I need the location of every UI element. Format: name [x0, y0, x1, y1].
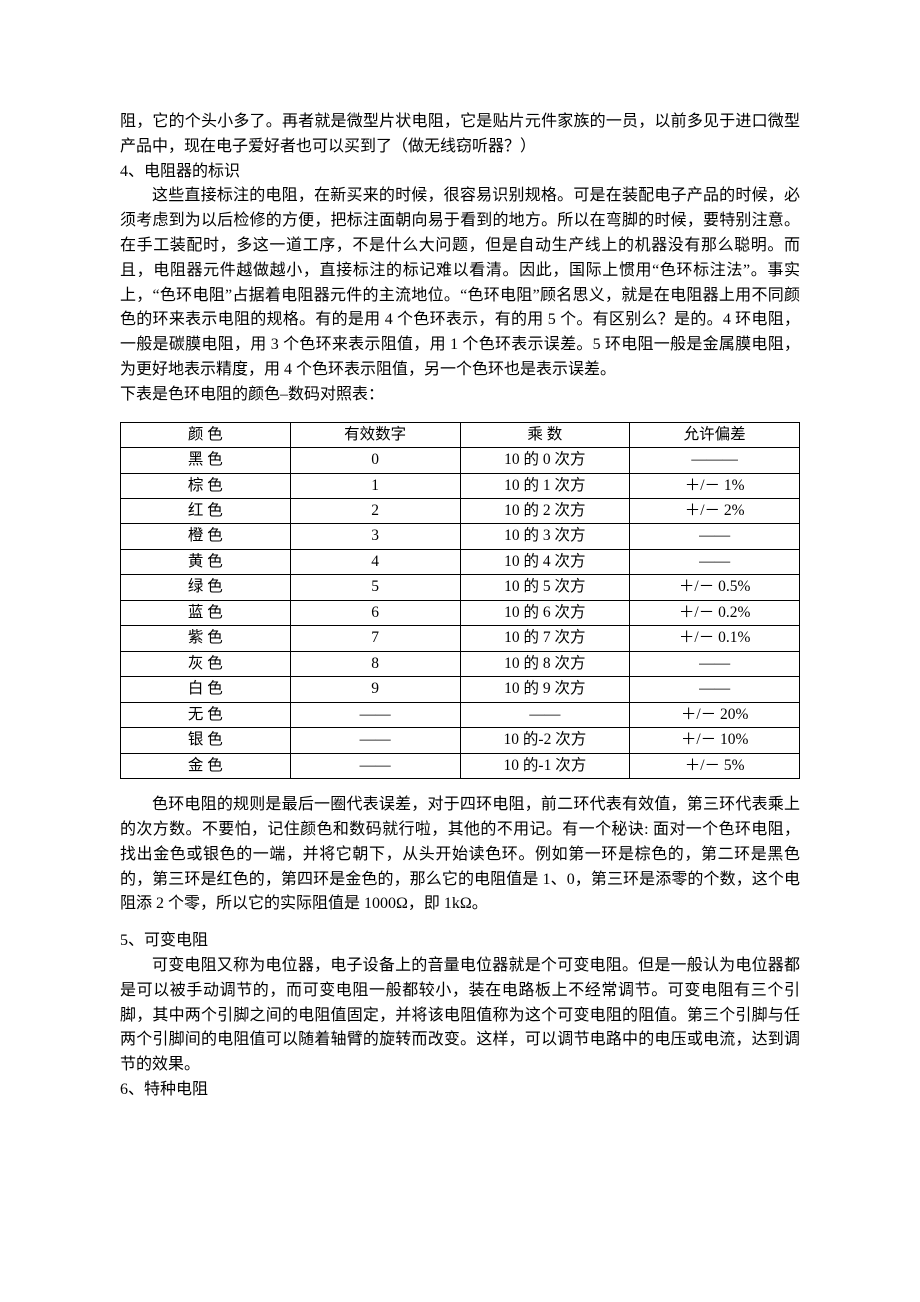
- cell: 灰 色: [121, 651, 291, 676]
- cell: 10 的 6 次方: [460, 600, 630, 625]
- cell: 10 的 0 次方: [460, 448, 630, 473]
- table-row: 红 色210 的 2 次方＋/－ 2%: [121, 498, 800, 523]
- cell: ＋/－ 0.5%: [630, 575, 800, 600]
- table-caption: 下表是色环电阻的颜色–数码对照表：: [120, 383, 800, 408]
- cell: ＋/－ 10%: [630, 728, 800, 753]
- cell: 10 的 9 次方: [460, 677, 630, 702]
- cell: ———: [630, 448, 800, 473]
- table-row: 橙 色310 的 3 次方——: [121, 524, 800, 549]
- table-row: 绿 色510 的 5 次方＋/－ 0.5%: [121, 575, 800, 600]
- cell: 10 的 4 次方: [460, 549, 630, 574]
- cell: 10 的 1 次方: [460, 473, 630, 498]
- cell: 0: [290, 448, 460, 473]
- cell: 10 的-1 次方: [460, 753, 630, 778]
- cell: 银 色: [121, 728, 291, 753]
- cell: 8: [290, 651, 460, 676]
- cell: ——: [630, 549, 800, 574]
- cell: 9: [290, 677, 460, 702]
- cell: 10 的 7 次方: [460, 626, 630, 651]
- cell: ——: [290, 753, 460, 778]
- cell: 紫 色: [121, 626, 291, 651]
- cell: ——: [290, 702, 460, 727]
- cell: 10 的-2 次方: [460, 728, 630, 753]
- cell: ——: [460, 702, 630, 727]
- cell: ——: [290, 728, 460, 753]
- table-row: 白 色910 的 9 次方——: [121, 677, 800, 702]
- section-5-body: 可变电阻又称为电位器，电子设备上的音量电位器就是个可变电阻。但是一般认为电位器都…: [120, 954, 800, 1078]
- cell: 绿 色: [121, 575, 291, 600]
- cell: 金 色: [121, 753, 291, 778]
- cell: ——: [630, 651, 800, 676]
- cell: 10 的 2 次方: [460, 498, 630, 523]
- table-row: 紫 色710 的 7 次方＋/－ 0.1%: [121, 626, 800, 651]
- cell: 黑 色: [121, 448, 291, 473]
- section-5-heading: 5、可变电阻: [120, 929, 800, 954]
- cell: 3: [290, 524, 460, 549]
- col-digit: 有效数字: [290, 422, 460, 447]
- cell: 4: [290, 549, 460, 574]
- table-row: 无 色————＋/－ 20%: [121, 702, 800, 727]
- cell: 6: [290, 600, 460, 625]
- paragraph-continuation: 阻，它的个头小多了。再者就是微型片状电阻，它是贴片元件家族的一员，以前多见于进口…: [120, 110, 800, 160]
- section-4-body: 这些直接标注的电阻，在新买来的时候，很容易识别规格。可是在装配电子产品的时候，必…: [120, 184, 800, 382]
- cell: 7: [290, 626, 460, 651]
- table-row: 银 色——10 的-2 次方＋/－ 10%: [121, 728, 800, 753]
- cell: ＋/－ 5%: [630, 753, 800, 778]
- cell: 无 色: [121, 702, 291, 727]
- cell: ＋/－ 2%: [630, 498, 800, 523]
- table-row: 蓝 色610 的 6 次方＋/－ 0.2%: [121, 600, 800, 625]
- table-row: 黑 色010 的 0 次方———: [121, 448, 800, 473]
- cell: 5: [290, 575, 460, 600]
- cell: 黄 色: [121, 549, 291, 574]
- col-mult: 乘 数: [460, 422, 630, 447]
- section-4-explain: 色环电阻的规则是最后一圈代表误差，对于四环电阻，前二环代表有效值，第三环代表乘上…: [120, 793, 800, 917]
- cell: 10 的 5 次方: [460, 575, 630, 600]
- cell: 橙 色: [121, 524, 291, 549]
- cell: ——: [630, 524, 800, 549]
- table-row: 金 色——10 的-1 次方＋/－ 5%: [121, 753, 800, 778]
- table-row: 灰 色810 的 8 次方——: [121, 651, 800, 676]
- cell: ——: [630, 677, 800, 702]
- cell: 白 色: [121, 677, 291, 702]
- cell: 蓝 色: [121, 600, 291, 625]
- col-tol: 允许偏差: [630, 422, 800, 447]
- table-header-row: 颜 色 有效数字 乘 数 允许偏差: [121, 422, 800, 447]
- cell: ＋/－ 0.2%: [630, 600, 800, 625]
- cell: 棕 色: [121, 473, 291, 498]
- table-row: 黄 色410 的 4 次方——: [121, 549, 800, 574]
- cell: ＋/－ 1%: [630, 473, 800, 498]
- cell: 10 的 3 次方: [460, 524, 630, 549]
- table-row: 棕 色110 的 1 次方＋/－ 1%: [121, 473, 800, 498]
- cell: 红 色: [121, 498, 291, 523]
- document-page: 阻，它的个头小多了。再者就是微型片状电阻，它是贴片元件家族的一员，以前多见于进口…: [0, 0, 920, 1193]
- cell: ＋/－ 20%: [630, 702, 800, 727]
- cell: 10 的 8 次方: [460, 651, 630, 676]
- table-body: 黑 色010 的 0 次方——— 棕 色110 的 1 次方＋/－ 1% 红 色…: [121, 448, 800, 779]
- section-6-heading: 6、特种电阻: [120, 1078, 800, 1103]
- color-code-table: 颜 色 有效数字 乘 数 允许偏差 黑 色010 的 0 次方——— 棕 色11…: [120, 422, 800, 780]
- col-color: 颜 色: [121, 422, 291, 447]
- cell: 2: [290, 498, 460, 523]
- cell: ＋/－ 0.1%: [630, 626, 800, 651]
- section-4-heading: 4、电阻器的标识: [120, 160, 800, 185]
- cell: 1: [290, 473, 460, 498]
